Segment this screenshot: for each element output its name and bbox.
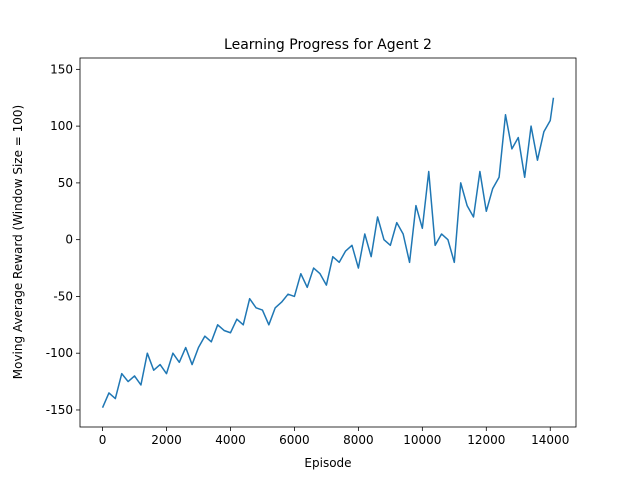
y-tick-label: -150: [46, 403, 73, 417]
chart-title: Learning Progress for Agent 2: [224, 37, 432, 53]
x-tick-label: 2000: [151, 433, 182, 447]
plot-frame: [79, 57, 577, 428]
y-tick-label: -50: [53, 289, 73, 303]
y-tick-label: -100: [46, 346, 73, 360]
y-axis-label: Moving Average Reward (Window Size = 100…: [11, 105, 25, 379]
x-tick-label: 8000: [343, 433, 374, 447]
x-tick-label: 4000: [215, 433, 246, 447]
x-tick-label: 6000: [279, 433, 310, 447]
y-tick-label: 100: [50, 119, 73, 133]
x-tick-label: 0: [99, 433, 107, 447]
x-axis-label: Episode: [304, 456, 351, 470]
y-tick-label: 150: [50, 62, 73, 76]
x-tick-label: 10000: [403, 433, 441, 447]
x-tick-label: 12000: [467, 433, 505, 447]
data-line: [101, 97, 555, 408]
y-tick-label: 0: [65, 233, 73, 247]
y-tick-label: 50: [58, 176, 73, 190]
x-tick-label: 14000: [531, 433, 569, 447]
